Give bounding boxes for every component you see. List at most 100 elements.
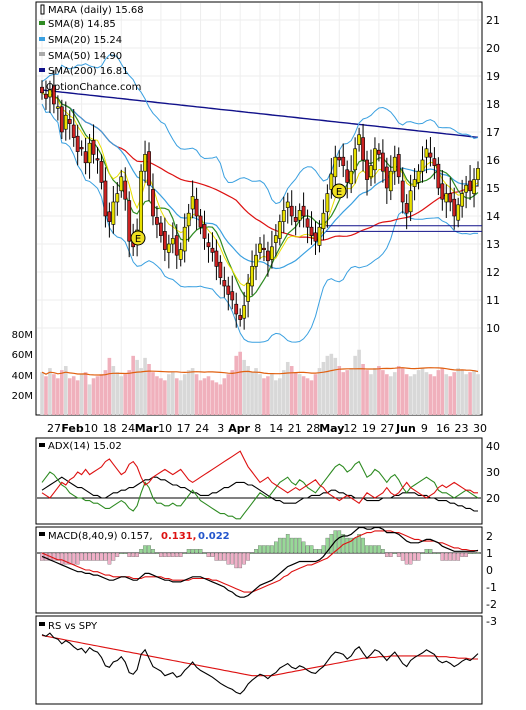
legend-label: SMA(20) 15.24 (48, 35, 122, 46)
price-candle (159, 216, 163, 243)
price-candle (55, 95, 60, 121)
legend-item-sma20: SMA(20) 15.24 (39, 35, 122, 46)
price-candle (325, 184, 330, 228)
volume-bar (44, 376, 48, 415)
macd-histogram-bar (270, 545, 274, 554)
price-candle (103, 167, 108, 228)
candle-body (353, 148, 358, 171)
macd-histogram-bar (297, 537, 302, 554)
rs-panel-frame (35, 615, 483, 705)
macd-histogram-bar (369, 545, 373, 554)
candle-body (71, 124, 76, 138)
x-axis-label: 10 (84, 422, 98, 435)
price-candle (388, 155, 393, 201)
volume-bar (293, 372, 298, 415)
price-tick: 15 (486, 182, 500, 195)
macd-histogram-bar (424, 549, 429, 554)
volume-bar (131, 355, 135, 415)
macd-histogram-bar (131, 552, 136, 557)
price-candle (464, 175, 469, 209)
price-candle (273, 224, 278, 257)
legend-label: SMA(8) 14.85 (48, 19, 116, 30)
price-candle (309, 211, 314, 245)
volume-tick: 80M (12, 330, 33, 341)
volume-bar (420, 368, 425, 415)
price-candle (186, 203, 191, 242)
adx-lines (37, 450, 481, 520)
price-candle (317, 220, 322, 253)
price-candle (127, 191, 132, 258)
volume-bar (190, 368, 195, 415)
volume-bar (71, 376, 76, 415)
volume-bar (436, 370, 441, 415)
price-candle (151, 173, 155, 226)
macd-histogram-bar (254, 549, 258, 554)
volume-bar (115, 372, 120, 415)
legend-item-sma50: SMA(50) 14.90 (39, 51, 122, 62)
macd-histogram-bar (337, 530, 342, 554)
price-candle (305, 209, 310, 244)
volume-bar (278, 378, 282, 415)
volume-bar (432, 376, 437, 415)
volume-bar (472, 370, 476, 415)
candle-body (277, 221, 282, 239)
price-candle (380, 139, 385, 183)
volume-bar (262, 378, 266, 415)
price-tick: 17 (486, 126, 500, 139)
candle-body (357, 134, 361, 145)
candle-body (452, 198, 457, 217)
x-axis-label: Jun (395, 422, 416, 435)
macd-histogram-bar (75, 552, 80, 565)
macd-histogram-bar (190, 549, 195, 554)
volume-bar (147, 364, 151, 415)
volume-bar (337, 366, 342, 415)
price-candle (353, 137, 358, 184)
price-candle (345, 160, 350, 199)
macd-histogram-bar (166, 552, 171, 557)
macd-histogram-bar (365, 545, 369, 554)
volume-bar (60, 370, 64, 415)
price-candle (143, 140, 147, 183)
volume-tick: 20M (12, 391, 33, 402)
macd-histogram-bar (206, 552, 211, 557)
macd-histogram-bar (230, 552, 235, 565)
volume-bar (385, 374, 389, 415)
macd-histogram-bar (416, 552, 421, 561)
volume-bar (246, 366, 250, 415)
macd-histogram-bar (198, 549, 203, 554)
macd-line (41, 526, 479, 598)
price-tick: 18 (486, 98, 500, 111)
price-candle (115, 182, 120, 216)
candle-body (345, 169, 350, 183)
price-candle (369, 149, 373, 187)
candle-body (392, 156, 397, 172)
x-axis-label: 27 (47, 422, 61, 435)
x-axis-label: 3 (217, 422, 224, 435)
line-icon (39, 68, 45, 72)
candle-body (416, 170, 421, 183)
volume-bar (365, 370, 369, 415)
volume-average-line (41, 367, 479, 376)
macd-histogram-bar (143, 545, 147, 554)
price-candle (452, 187, 457, 230)
volume-bar (321, 361, 326, 415)
volume-bar (123, 374, 128, 415)
volume-bar (341, 372, 346, 415)
legend-item-mara: MARA (daily) 15.68 (40, 4, 144, 16)
volume-bar (285, 361, 290, 415)
volume-bar (218, 384, 223, 415)
macd-histogram-bar (95, 552, 100, 561)
macd-histogram-bar (56, 552, 60, 561)
candle-body (99, 161, 104, 183)
candle-body (206, 242, 211, 248)
volume-bar (345, 370, 349, 415)
macd-title: MACD(8,40,9) 0.157, (48, 531, 153, 542)
volume-bar (159, 378, 163, 415)
volume-bar (428, 374, 433, 415)
candle-body (162, 231, 167, 250)
candle-body (182, 226, 187, 252)
candle-body (400, 180, 405, 203)
price-candle (174, 224, 179, 269)
candle-body (40, 86, 44, 94)
